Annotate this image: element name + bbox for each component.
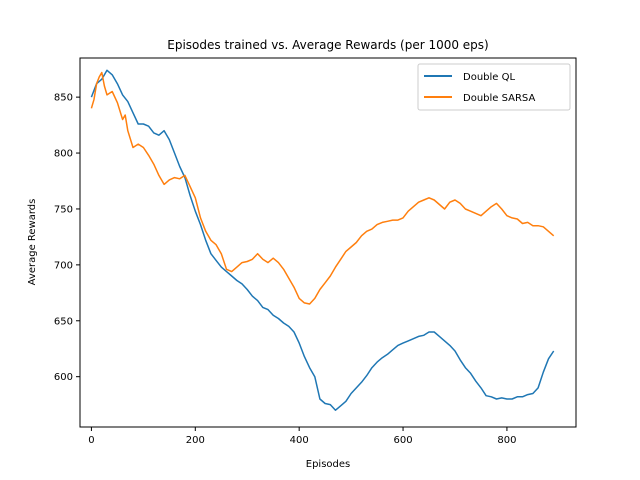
x-tick-label: 200 [186, 435, 205, 446]
x-tick-label: 400 [290, 435, 309, 446]
y-tick-label: 750 [54, 204, 73, 215]
series-line-double-sarsa [90, 71, 555, 305]
y-tick-label: 800 [54, 149, 73, 160]
legend: Double QL Double SARSA [417, 63, 571, 111]
legend-label-double-sarsa: Double SARSA [463, 93, 535, 104]
y-axis-label: Average Rewards [27, 199, 38, 286]
y-tick-label: 700 [54, 260, 73, 271]
x-tick-label: 800 [497, 435, 516, 446]
y-tick-label: 650 [54, 316, 73, 327]
axes-frame [79, 57, 577, 428]
x-axis-label: Episodes [306, 459, 350, 470]
chart-title: Episodes trained vs. Average Rewards (pe… [167, 38, 489, 52]
y-tick-label: 850 [54, 93, 73, 104]
series-line-double-ql [90, 69, 555, 411]
legend-box [417, 63, 571, 111]
x-tick-label: 0 [88, 435, 94, 446]
x-tick-label: 600 [394, 435, 413, 446]
series-group [90, 69, 555, 411]
y-axis: 600 650 700 750 800 850 [54, 93, 80, 383]
legend-label-double-ql: Double QL [463, 72, 515, 83]
x-axis: 0 200 400 600 800 [88, 427, 516, 446]
y-tick-label: 600 [54, 372, 73, 383]
